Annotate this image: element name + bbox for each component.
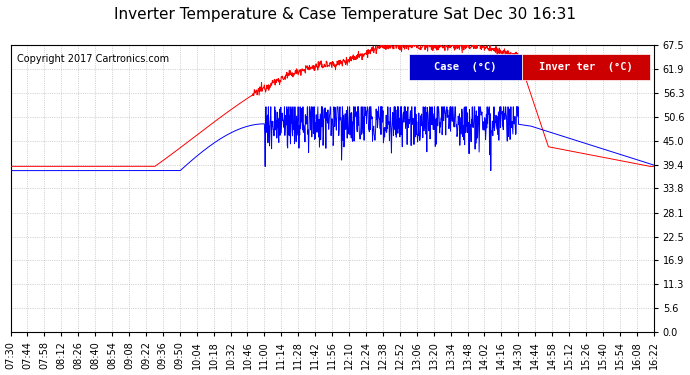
Bar [522,54,651,80]
Text: Inverter Temperature & Case Temperature Sat Dec 30 16:31: Inverter Temperature & Case Temperature … [114,8,576,22]
Text: Case  (°C): Case (°C) [434,62,497,72]
Bar [409,54,522,80]
Text: Copyright 2017 Cartronics.com: Copyright 2017 Cartronics.com [17,54,169,64]
Text: Inver ter  (°C): Inver ter (°C) [540,62,633,72]
